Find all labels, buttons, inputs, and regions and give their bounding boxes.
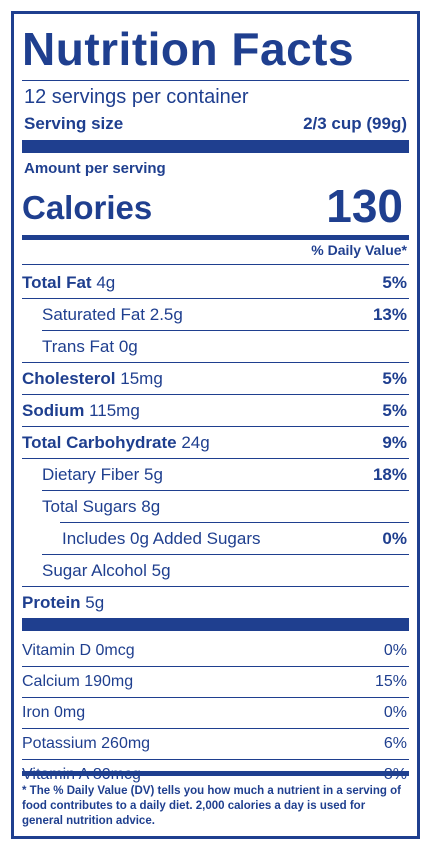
vitamin-dv: 0% [383, 704, 407, 721]
nutrient-amount: 5g [151, 560, 171, 580]
daily-value-header: % Daily Value* [311, 242, 407, 258]
amount-per-serving: Amount per serving [24, 160, 166, 177]
divider [22, 362, 409, 363]
serving-size-row: Serving size 2/3 cup (99g) [24, 114, 407, 134]
nutrient-amount: 24g [181, 432, 210, 452]
vitamin-dv: 6% [383, 735, 407, 752]
divider [22, 298, 409, 299]
nutrient-name: Cholesterol [22, 368, 116, 388]
divider [22, 426, 409, 427]
vitamin-dv: 0% [383, 642, 407, 659]
divider [22, 264, 409, 265]
nutrient-amount: 115mg [89, 400, 140, 420]
nutrient-name: Total Carbohydrate [22, 432, 177, 452]
divider [22, 728, 409, 729]
calories-value: 130 [326, 180, 403, 232]
nutrient-dv: 5% [382, 400, 407, 420]
divider [22, 697, 409, 698]
divider [42, 554, 409, 555]
nutrient-row-dietary-fiber: Dietary Fiber 5g 18% [22, 459, 409, 490]
nutrient-name: Dietary Fiber [42, 464, 140, 484]
vitamin-dv: 15% [374, 673, 407, 690]
nutrient-dv: 5% [382, 368, 407, 388]
nutrient-dv: 18% [372, 464, 407, 484]
divider [22, 458, 409, 459]
nutrient-name: Trans Fat [42, 336, 115, 356]
nutrient-row-trans-fat: Trans Fat 0g [22, 331, 409, 362]
nutrient-name: Sugar Alcohol [42, 560, 147, 580]
nutrient-name: Protein [22, 592, 81, 612]
nutrient-amount: 0g [118, 336, 138, 356]
nutrient-amount: 15mg [120, 368, 163, 388]
divider [22, 586, 409, 587]
nutrient-row-saturated-fat: Saturated Fat 2.5g 13% [22, 299, 409, 330]
divider [22, 394, 409, 395]
divider [42, 330, 409, 331]
nutrient-amount: 8g [141, 496, 161, 516]
serving-size-value: 2/3 cup (99g) [303, 114, 407, 133]
medium-divider [22, 235, 409, 240]
vitamin-name: Vitamin D 0mcg [22, 642, 135, 659]
serving-size-label: Serving size [24, 114, 124, 133]
nutrient-name: Saturated Fat [42, 304, 146, 324]
nutrient-amount: 2.5g [149, 304, 183, 324]
nutrient-name: Total Sugars [42, 496, 137, 516]
thick-divider [22, 140, 409, 153]
label-title: Nutrition Facts [22, 23, 355, 75]
vitamin-row: Calcium 190mg 15% [22, 667, 409, 697]
nutrient-row-protein: Protein 5g [22, 587, 409, 618]
medium-divider [22, 771, 409, 776]
nutrient-name: Includes 0g Added Sugars [62, 528, 261, 548]
calories-label: Calories [22, 189, 153, 226]
nutrition-facts-label: Nutrition Facts 12 servings per containe… [11, 11, 420, 839]
nutrient-row-total-fat: Total Fat 4g 5% [22, 267, 409, 298]
nutrient-row-sugar-alcohol: Sugar Alcohol 5g [22, 555, 409, 586]
nutrient-amount: 5g [144, 464, 163, 484]
thick-divider [22, 618, 409, 631]
nutrient-dv: 13% [372, 304, 407, 324]
vitamin-row: Iron 0mg 0% [22, 698, 409, 728]
nutrient-dv: 0% [382, 528, 407, 548]
footnote: * The % Daily Value (DV) tells you how m… [22, 785, 401, 827]
nutrient-row-added-sugars: Includes 0g Added Sugars 0% [22, 523, 409, 554]
divider [22, 666, 409, 667]
divider [22, 759, 409, 760]
vitamin-row: Potassium 260mg 6% [22, 729, 409, 759]
nutrient-name: Sodium [22, 400, 85, 420]
vitamin-name: Iron 0mg [22, 704, 86, 721]
divider [42, 490, 409, 491]
nutrient-amount: 5g [85, 592, 105, 612]
servings-per-container: 12 servings per container [24, 86, 249, 108]
nutrient-row-total-carbohydrate: Total Carbohydrate 24g 9% [22, 427, 409, 458]
divider [60, 522, 409, 523]
vitamin-name: Calcium 190mg [22, 673, 134, 690]
vitamin-name: Potassium 260mg [22, 735, 151, 752]
nutrient-amount: 4g [96, 272, 116, 292]
nutrient-dv: 5% [382, 272, 407, 292]
divider [22, 80, 409, 81]
nutrient-name: Total Fat [22, 272, 92, 292]
nutrient-row-cholesterol: Cholesterol 15mg 5% [22, 363, 409, 394]
nutrient-dv: 9% [382, 432, 407, 452]
nutrient-row-total-sugars: Total Sugars 8g [22, 491, 409, 522]
nutrient-row-sodium: Sodium 115mg 5% [22, 395, 409, 426]
vitamin-row: Vitamin D 0mcg 0% [22, 636, 409, 666]
